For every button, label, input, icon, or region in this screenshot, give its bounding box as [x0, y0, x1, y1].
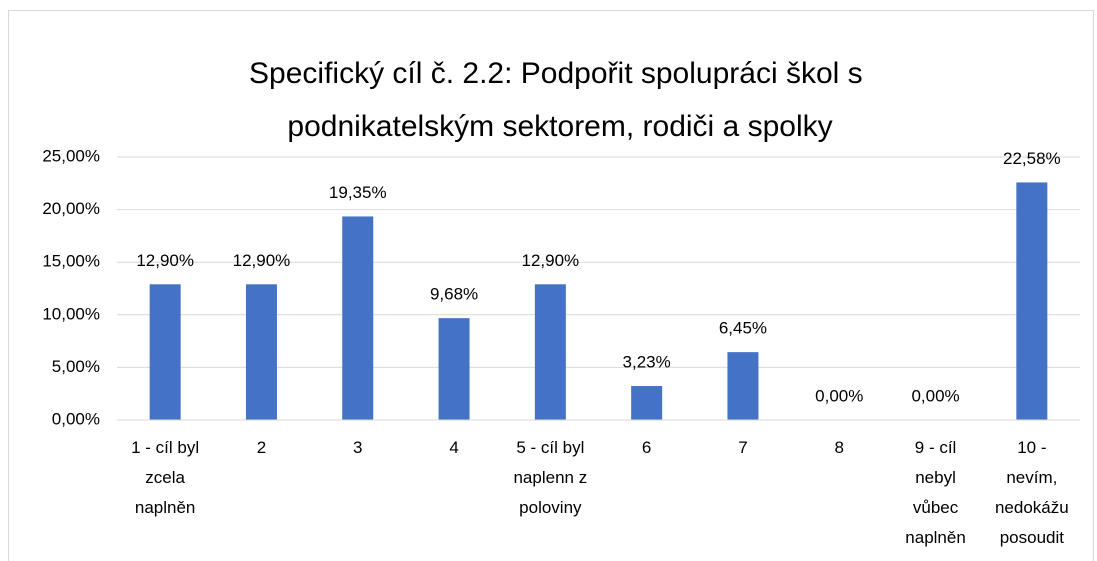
data-label: 6,45% [719, 319, 767, 338]
data-label: 22,58% [1003, 149, 1061, 168]
x-tick-label: 2 [256, 438, 267, 457]
data-label: 19,35% [329, 183, 387, 202]
bar [1016, 182, 1048, 420]
y-tick-label: 15,00% [42, 252, 100, 271]
y-tick-label: 0,00% [52, 409, 100, 428]
data-label: 0,00% [815, 386, 863, 405]
x-tick-label: 10 - nevím, nedokážu posoudit [994, 438, 1069, 547]
y-tick-label: 10,00% [42, 304, 100, 323]
data-label: 9,68% [430, 285, 478, 304]
x-tick-label: 3 [353, 438, 363, 457]
y-tick-label: 20,00% [42, 199, 100, 218]
x-tick-label: 7 [738, 438, 748, 457]
bar [534, 284, 566, 420]
data-label: 12,90% [233, 251, 291, 270]
data-label: 12,90% [522, 251, 580, 270]
x-tick-label: 5 - cíl byl naplenn z poloviny [513, 438, 588, 517]
bar [631, 386, 663, 420]
x-tick-label: 6 [641, 438, 652, 457]
y-tick-label: 25,00% [42, 146, 100, 165]
data-label: 12,90% [136, 251, 194, 270]
bar [149, 284, 181, 420]
chart-title: Specifický cíl č. 2.2: Podpořit spoluprá… [249, 57, 871, 143]
data-label: 3,23% [623, 353, 671, 372]
x-tick-label: 8 [834, 438, 844, 457]
bar [342, 216, 374, 420]
bar [727, 352, 759, 420]
x-tick-label: 9 - cíl nebyl vůbec naplněn [905, 438, 966, 547]
bar [245, 284, 277, 420]
y-tick-label: 5,00% [52, 357, 100, 376]
x-tick-label: 4 [449, 438, 459, 457]
bar [438, 318, 470, 420]
data-label: 0,00% [911, 386, 959, 405]
x-tick-label: 1 - cíl byl zcela naplněn [131, 438, 200, 517]
